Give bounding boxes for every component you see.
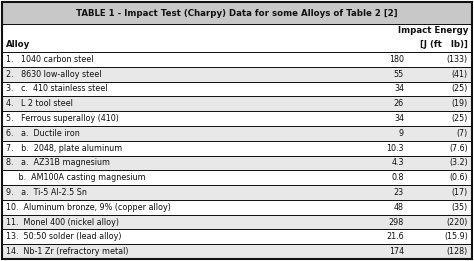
Bar [2, 141, 472, 156]
Text: (220): (220) [447, 217, 468, 227]
Bar [2, 82, 472, 96]
Text: (17): (17) [452, 188, 468, 197]
Text: 10.3: 10.3 [386, 144, 404, 153]
Text: 14.  Nb-1 Zr (refractory metal): 14. Nb-1 Zr (refractory metal) [6, 247, 128, 256]
Text: 8.   a.  AZ31B magnesium: 8. a. AZ31B magnesium [6, 158, 110, 167]
Text: TABLE 1 - Impact Test (Charpy) Data for some Alloys of Table 2 [2]: TABLE 1 - Impact Test (Charpy) Data for … [76, 9, 398, 17]
Text: 4.   L 2 tool steel: 4. L 2 tool steel [6, 99, 73, 108]
Text: 11.  Monel 400 (nickel alloy): 11. Monel 400 (nickel alloy) [6, 217, 119, 227]
Bar [2, 170, 472, 185]
Text: [J (ft   lb)]: [J (ft lb)] [420, 40, 468, 49]
Bar [2, 126, 472, 141]
Text: 180: 180 [389, 55, 404, 64]
Text: (41): (41) [452, 70, 468, 79]
Text: 1.   1040 carbon steel: 1. 1040 carbon steel [6, 55, 93, 64]
Text: 174: 174 [389, 247, 404, 256]
Bar [2, 24, 472, 52]
Text: b.  AM100A casting magnesium: b. AM100A casting magnesium [6, 173, 146, 182]
Text: 48: 48 [394, 203, 404, 212]
Text: 13.  50:50 solder (lead alloy): 13. 50:50 solder (lead alloy) [6, 232, 121, 241]
Text: 26: 26 [394, 99, 404, 108]
Bar [2, 200, 472, 215]
Bar [2, 2, 472, 24]
Text: 7.   b.  2048, plate aluminum: 7. b. 2048, plate aluminum [6, 144, 122, 153]
Text: 4.3: 4.3 [392, 158, 404, 167]
Text: 3.   c.  410 stainless steel: 3. c. 410 stainless steel [6, 85, 108, 93]
Text: 6.   a.  Ductile iron: 6. a. Ductile iron [6, 129, 80, 138]
Bar [2, 96, 472, 111]
Text: (25): (25) [452, 114, 468, 123]
Text: (7): (7) [457, 129, 468, 138]
Text: 21.6: 21.6 [386, 232, 404, 241]
Text: (7.6): (7.6) [449, 144, 468, 153]
Text: 0.8: 0.8 [392, 173, 404, 182]
Text: (133): (133) [447, 55, 468, 64]
Text: 34: 34 [394, 85, 404, 93]
Text: 9.   a.  Ti-5 Al-2.5 Sn: 9. a. Ti-5 Al-2.5 Sn [6, 188, 87, 197]
Bar [2, 185, 472, 200]
Text: (3.2): (3.2) [449, 158, 468, 167]
Text: (0.6): (0.6) [449, 173, 468, 182]
Bar [2, 244, 472, 259]
Bar [2, 111, 472, 126]
Bar [2, 67, 472, 82]
Bar [2, 215, 472, 229]
Text: 34: 34 [394, 114, 404, 123]
Text: (35): (35) [452, 203, 468, 212]
Text: 2.   8630 low-alloy steel: 2. 8630 low-alloy steel [6, 70, 101, 79]
Text: 10.  Aluminum bronze, 9% (copper alloy): 10. Aluminum bronze, 9% (copper alloy) [6, 203, 171, 212]
Text: (25): (25) [452, 85, 468, 93]
Text: Impact Energy: Impact Energy [398, 26, 468, 35]
Text: 23: 23 [394, 188, 404, 197]
Bar [2, 52, 472, 67]
Text: (19): (19) [452, 99, 468, 108]
Text: 5.   Ferrous superalloy (410): 5. Ferrous superalloy (410) [6, 114, 119, 123]
Text: (128): (128) [447, 247, 468, 256]
Bar [2, 229, 472, 244]
Text: 9: 9 [399, 129, 404, 138]
Text: (15.9): (15.9) [444, 232, 468, 241]
Bar [2, 156, 472, 170]
Text: 55: 55 [394, 70, 404, 79]
Text: 298: 298 [389, 217, 404, 227]
Text: Alloy: Alloy [6, 40, 30, 49]
